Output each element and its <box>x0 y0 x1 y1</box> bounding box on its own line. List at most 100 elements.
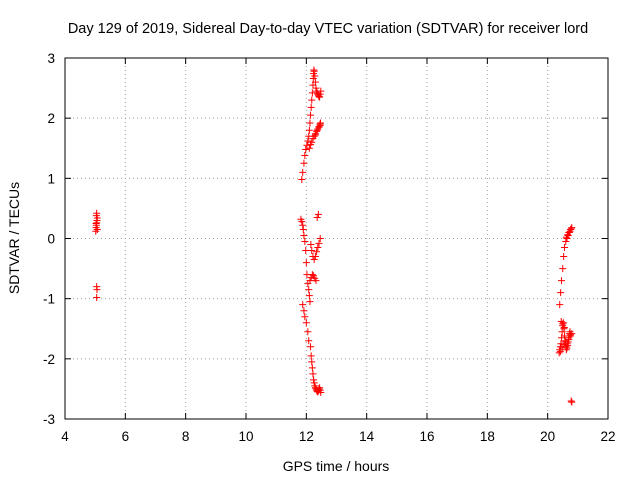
data-point <box>306 277 314 285</box>
data-point <box>310 67 318 75</box>
data-point <box>307 103 315 111</box>
data-point <box>310 379 318 387</box>
data-point <box>307 241 315 249</box>
grid-layer <box>65 58 608 419</box>
data-point <box>556 301 564 309</box>
data-point <box>299 225 307 233</box>
data-point <box>93 209 101 217</box>
y-tick-label: -2 <box>43 352 55 367</box>
x-tick-label: 12 <box>299 429 314 444</box>
data-point <box>302 145 310 153</box>
data-point <box>308 364 316 372</box>
data-point <box>299 168 307 176</box>
data-point <box>299 301 307 309</box>
data-point <box>93 216 101 224</box>
series-cluster-12h-bottom <box>297 210 325 397</box>
data-point <box>558 328 566 336</box>
x-tick-label: 16 <box>419 429 434 444</box>
data-point <box>93 225 101 233</box>
data-point <box>316 90 324 98</box>
data-point <box>300 159 308 167</box>
data-point <box>307 352 315 360</box>
data-point <box>311 72 319 80</box>
data-point <box>313 126 321 134</box>
data-point <box>314 91 322 99</box>
data-point <box>316 235 324 242</box>
data-point <box>312 277 320 285</box>
series-cluster-12h-top <box>298 66 325 184</box>
data-point <box>305 286 313 294</box>
data-point <box>568 224 576 232</box>
data-point <box>311 131 319 139</box>
data-point <box>313 248 321 256</box>
data-point <box>563 235 571 242</box>
data-point <box>568 398 576 406</box>
data-point <box>315 385 323 393</box>
x-axis-label: GPS time / hours <box>283 458 390 474</box>
y-tick-label: 2 <box>47 111 55 126</box>
data-point <box>306 119 314 127</box>
data-point <box>305 292 313 300</box>
data-point <box>308 271 316 279</box>
data-point <box>565 336 573 344</box>
data-point <box>557 289 565 297</box>
x-tick-label: 14 <box>359 429 375 444</box>
data-point <box>311 253 319 261</box>
data-point <box>308 96 316 104</box>
data-point <box>310 256 318 264</box>
data-point <box>563 340 571 348</box>
data-point <box>564 231 572 239</box>
data-point <box>568 330 576 338</box>
data-point <box>317 87 325 95</box>
data-point <box>558 277 566 285</box>
data-point <box>301 313 309 321</box>
data-point <box>558 344 566 352</box>
data-point <box>562 337 570 345</box>
data-point <box>567 225 575 233</box>
data-point <box>555 349 563 357</box>
plot-frame <box>64 57 609 420</box>
chart-title: Day 129 of 2019, Sidereal Day-to-day VTE… <box>68 21 588 37</box>
data-point <box>311 382 319 390</box>
data-point <box>307 343 315 351</box>
data-point <box>305 126 313 134</box>
data-point <box>93 286 101 294</box>
data-point <box>567 225 575 233</box>
y-tick-label: 1 <box>47 171 55 186</box>
data-point <box>92 219 100 227</box>
x-tick-label: 20 <box>540 429 555 444</box>
x-tick-label: 10 <box>238 429 253 444</box>
series-cluster-5h-lower <box>93 283 101 301</box>
data-point <box>314 210 322 218</box>
data-point <box>557 340 565 348</box>
data-point <box>567 397 575 405</box>
series-cluster-5h-upper <box>92 209 101 235</box>
data-point <box>301 238 309 246</box>
data-point <box>312 84 320 92</box>
data-point <box>302 319 310 327</box>
series-cluster-20h-lower <box>555 318 576 357</box>
y-tick-label: -3 <box>43 412 55 427</box>
x-tick-label: 4 <box>61 429 69 444</box>
data-point <box>310 376 318 384</box>
data-point <box>314 244 322 252</box>
data-point <box>559 265 567 273</box>
data-point <box>308 358 316 366</box>
data-point <box>560 324 568 332</box>
data-point <box>304 328 312 336</box>
data-point <box>305 144 313 152</box>
data-point <box>308 247 316 255</box>
data-point <box>306 298 314 306</box>
data-point <box>315 239 323 247</box>
data-point <box>308 138 316 146</box>
data-point <box>316 93 324 101</box>
data-point <box>301 151 309 159</box>
data-point <box>309 370 317 378</box>
x-tick-label: 8 <box>182 429 190 444</box>
data-point <box>298 218 306 226</box>
y-tick-label: 3 <box>47 51 55 66</box>
data-point <box>300 231 308 239</box>
